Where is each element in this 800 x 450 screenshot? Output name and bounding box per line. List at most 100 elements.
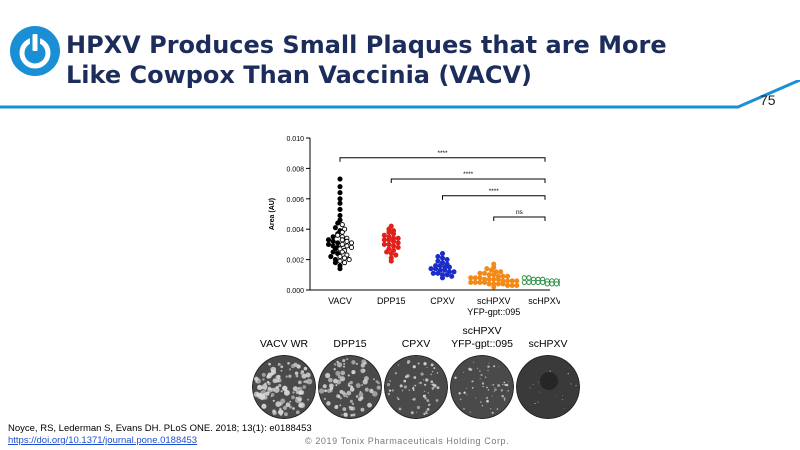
data-point bbox=[344, 238, 350, 244]
plaque-spot bbox=[288, 368, 292, 371]
citation-text: Noyce, RS, Lederman S, Evans DH. PLoS ON… bbox=[8, 423, 312, 434]
plaque-spot bbox=[346, 395, 349, 398]
plaque-spot bbox=[360, 368, 366, 374]
slide-title: HPXV Produces Small Plaques that are Mor… bbox=[66, 30, 706, 90]
plaque-spot bbox=[498, 366, 500, 368]
data-point bbox=[486, 276, 492, 282]
data-point bbox=[486, 272, 492, 278]
data-point bbox=[495, 276, 501, 282]
data-point bbox=[477, 270, 483, 276]
plaque-spot bbox=[280, 369, 283, 372]
plaque-spot bbox=[425, 378, 429, 382]
plaque-spot bbox=[433, 367, 436, 370]
plaque-spot bbox=[389, 380, 391, 382]
plaque-spot bbox=[343, 363, 346, 365]
data-point bbox=[381, 241, 387, 247]
plaque-spot bbox=[479, 378, 481, 380]
x-tick-label: scHPXV bbox=[477, 296, 511, 306]
data-point bbox=[558, 281, 560, 287]
plaque-spot bbox=[292, 391, 295, 394]
plaque-spot bbox=[256, 393, 261, 398]
plaque-spot bbox=[397, 398, 400, 401]
plaque-spot bbox=[481, 405, 484, 407]
plaque-spot bbox=[408, 389, 410, 391]
plaque-spot bbox=[257, 384, 263, 390]
plaque-spot bbox=[471, 380, 474, 383]
plaque-spot bbox=[351, 402, 355, 406]
x-tick-label: VACV bbox=[328, 296, 352, 306]
plaque-spot bbox=[491, 411, 494, 415]
data-point bbox=[335, 232, 341, 238]
plaque-spot bbox=[463, 408, 465, 410]
plaque-spot bbox=[339, 396, 343, 400]
plaque-spot bbox=[355, 362, 358, 365]
plaque-spot bbox=[549, 370, 551, 372]
citation-link[interactable]: https://doi.org/10.1371/journal.pone.018… bbox=[8, 435, 198, 446]
plaque-spot bbox=[326, 401, 331, 406]
plaque-spot bbox=[486, 399, 489, 403]
data-point bbox=[544, 281, 550, 287]
plaque-spot bbox=[259, 394, 265, 401]
data-point bbox=[330, 234, 336, 240]
plaque-spot bbox=[473, 361, 475, 363]
plaque-spot bbox=[254, 376, 259, 382]
plaque-spot bbox=[479, 370, 481, 372]
plaque-spot bbox=[410, 411, 414, 415]
plaque-well-background bbox=[450, 355, 514, 419]
plaque-spot bbox=[496, 408, 499, 410]
plaque-spot bbox=[423, 362, 427, 366]
plaque-spot bbox=[295, 390, 300, 395]
plaque-spot bbox=[360, 407, 365, 412]
plaque-spot bbox=[412, 389, 415, 391]
citation: Noyce, RS, Lederman S, Evans DH. PLoS ON… bbox=[8, 423, 312, 447]
plaque-spot bbox=[344, 413, 348, 417]
y-axis-label: Area (AU) bbox=[269, 198, 276, 230]
data-point bbox=[504, 278, 511, 284]
data-point bbox=[337, 266, 343, 272]
plaque-spot bbox=[425, 410, 428, 413]
plaque-spot bbox=[355, 395, 359, 398]
plaque-spot bbox=[333, 363, 337, 366]
data-point bbox=[526, 279, 532, 285]
data-point bbox=[330, 249, 336, 255]
plaque-spot bbox=[403, 379, 407, 383]
plaque-spot bbox=[420, 372, 424, 376]
plaque-spot bbox=[294, 371, 299, 375]
plaque-spot bbox=[349, 406, 354, 411]
plaque-spot bbox=[459, 398, 462, 401]
data-point bbox=[395, 235, 401, 241]
data-point bbox=[491, 276, 497, 282]
data-point bbox=[439, 250, 446, 257]
plaque-spot bbox=[411, 399, 413, 401]
plaque-spot bbox=[430, 380, 434, 384]
plaque-spot bbox=[282, 405, 288, 411]
plaque-spot bbox=[280, 398, 286, 404]
data-point bbox=[433, 266, 439, 272]
data-point bbox=[428, 266, 434, 272]
plaque-spot bbox=[488, 362, 490, 364]
plaque-spot bbox=[503, 399, 506, 401]
plaque-spot bbox=[363, 376, 369, 382]
plaque-spot bbox=[387, 392, 391, 396]
plaque-spot bbox=[507, 381, 509, 383]
plaque-spot bbox=[465, 387, 467, 389]
plaque-spot bbox=[493, 365, 496, 368]
y-tick-label: 0.000 bbox=[286, 288, 304, 295]
plaque-spot bbox=[538, 381, 540, 383]
data-point bbox=[495, 281, 501, 287]
plaque-spot bbox=[412, 365, 416, 369]
data-point bbox=[514, 278, 520, 284]
plaque-spot bbox=[430, 363, 434, 367]
plaque-label: VACV WR bbox=[234, 338, 334, 351]
plaque-spot bbox=[412, 387, 415, 390]
plaque-spot bbox=[280, 414, 282, 417]
plaque-spot bbox=[407, 361, 410, 364]
plaque-spot bbox=[346, 358, 349, 361]
data-point bbox=[484, 266, 490, 272]
plaque-spot bbox=[352, 413, 356, 417]
plaque-spot bbox=[287, 361, 290, 365]
significance-bracket bbox=[493, 216, 546, 222]
plaque-spot bbox=[342, 359, 346, 363]
data-point bbox=[386, 241, 392, 247]
plaque-spot bbox=[296, 364, 301, 369]
